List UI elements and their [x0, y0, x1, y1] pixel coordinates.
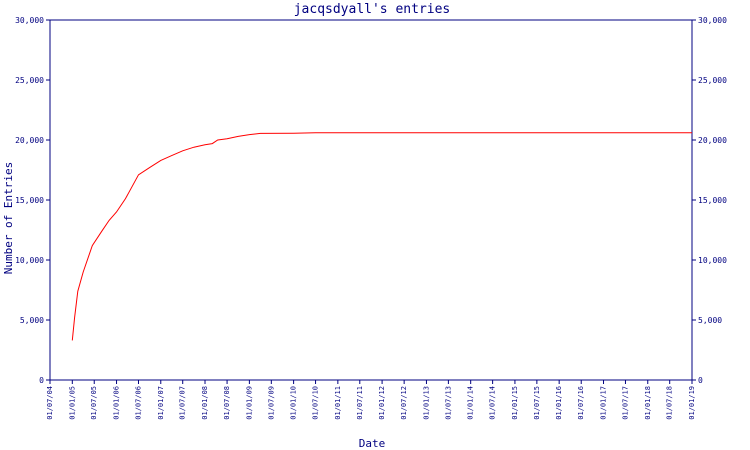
y-tick-label-right: 0 [698, 376, 703, 385]
series-layer [71, 132, 692, 341]
x-tick-label: 01/01/10 [290, 386, 298, 420]
x-tick-label: 01/07/14 [489, 386, 497, 420]
x-tick-label: 01/07/15 [533, 386, 541, 420]
x-tick-label: 01/01/17 [600, 386, 608, 420]
x-tick-label: 01/07/09 [267, 386, 275, 420]
y-axis-label: Number of Entries [2, 162, 15, 275]
x-tick-label: 01/07/07 [179, 386, 187, 420]
y-tick-label-left: 0 [39, 376, 44, 385]
y-tick-label-right: 20,000 [698, 136, 727, 145]
y-tick-label-left: 5,000 [20, 316, 44, 325]
x-tick-label: 01/07/12 [400, 386, 408, 420]
x-tick-label: 01/07/11 [356, 386, 364, 420]
x-axis: 01/07/04 01/01/05 01/07/05 01/01/06 01/07/06… [46, 380, 696, 420]
x-axis-label: Date [359, 437, 386, 450]
y-tick-label-right: 5,000 [698, 316, 722, 325]
x-tick-label: 01/07/16 [577, 386, 585, 420]
y-tick-label-left: 10,000 [15, 256, 44, 265]
x-tick-label: 01/01/05 [68, 386, 76, 420]
x-tick-label: 01/01/09 [245, 386, 253, 420]
x-tick-label: 01/07/17 [621, 386, 629, 420]
y-tick-label-left: 30,000 [15, 16, 44, 25]
series-line [71, 132, 692, 341]
x-tick-label: 01/01/18 [644, 386, 652, 420]
chart-title: jacqsdyall's entries [294, 2, 451, 17]
x-tick-label: 01/07/06 [134, 386, 142, 420]
y-tick-label-right: 10,000 [698, 256, 727, 265]
x-tick-label: 01/01/19 [688, 386, 696, 420]
y-tick-label-right: 25,000 [698, 76, 727, 85]
x-tick-label: 01/01/14 [467, 386, 475, 420]
x-tick-label: 01/07/08 [223, 386, 231, 420]
y-tick-label-left: 25,000 [15, 76, 44, 85]
y-tick-label-left: 15,000 [15, 196, 44, 205]
plot-area [49, 19, 693, 381]
x-tick-label: 01/07/13 [444, 386, 452, 420]
x-tick-label: 01/01/15 [511, 386, 519, 420]
y-tick-label-right: 15,000 [698, 196, 727, 205]
x-tick-label: 01/01/06 [113, 386, 121, 420]
x-tick-label: 01/07/18 [666, 386, 674, 420]
x-tick-label: 01/01/16 [555, 386, 563, 420]
y-tick-label-right: 30,000 [698, 16, 727, 25]
x-tick-label: 01/01/12 [378, 386, 386, 420]
x-tick-label: 01/07/05 [90, 386, 98, 420]
y-axis-left: 0 5,000 10,000 15,000 20,000 25,000 30,000 [15, 16, 50, 385]
x-tick-label: 01/01/11 [334, 386, 342, 420]
x-tick-label: 01/01/07 [157, 386, 165, 420]
x-tick-label: 01/01/08 [201, 386, 209, 420]
y-axis-right: 0 5,000 10,000 15,000 20,000 25,000 30,000 [692, 16, 727, 385]
x-tick-label: 01/01/13 [422, 386, 430, 420]
x-tick-label: 01/07/04 [46, 386, 54, 420]
y-tick-label-left: 20,000 [15, 136, 44, 145]
x-tick-label: 01/07/10 [312, 386, 320, 420]
